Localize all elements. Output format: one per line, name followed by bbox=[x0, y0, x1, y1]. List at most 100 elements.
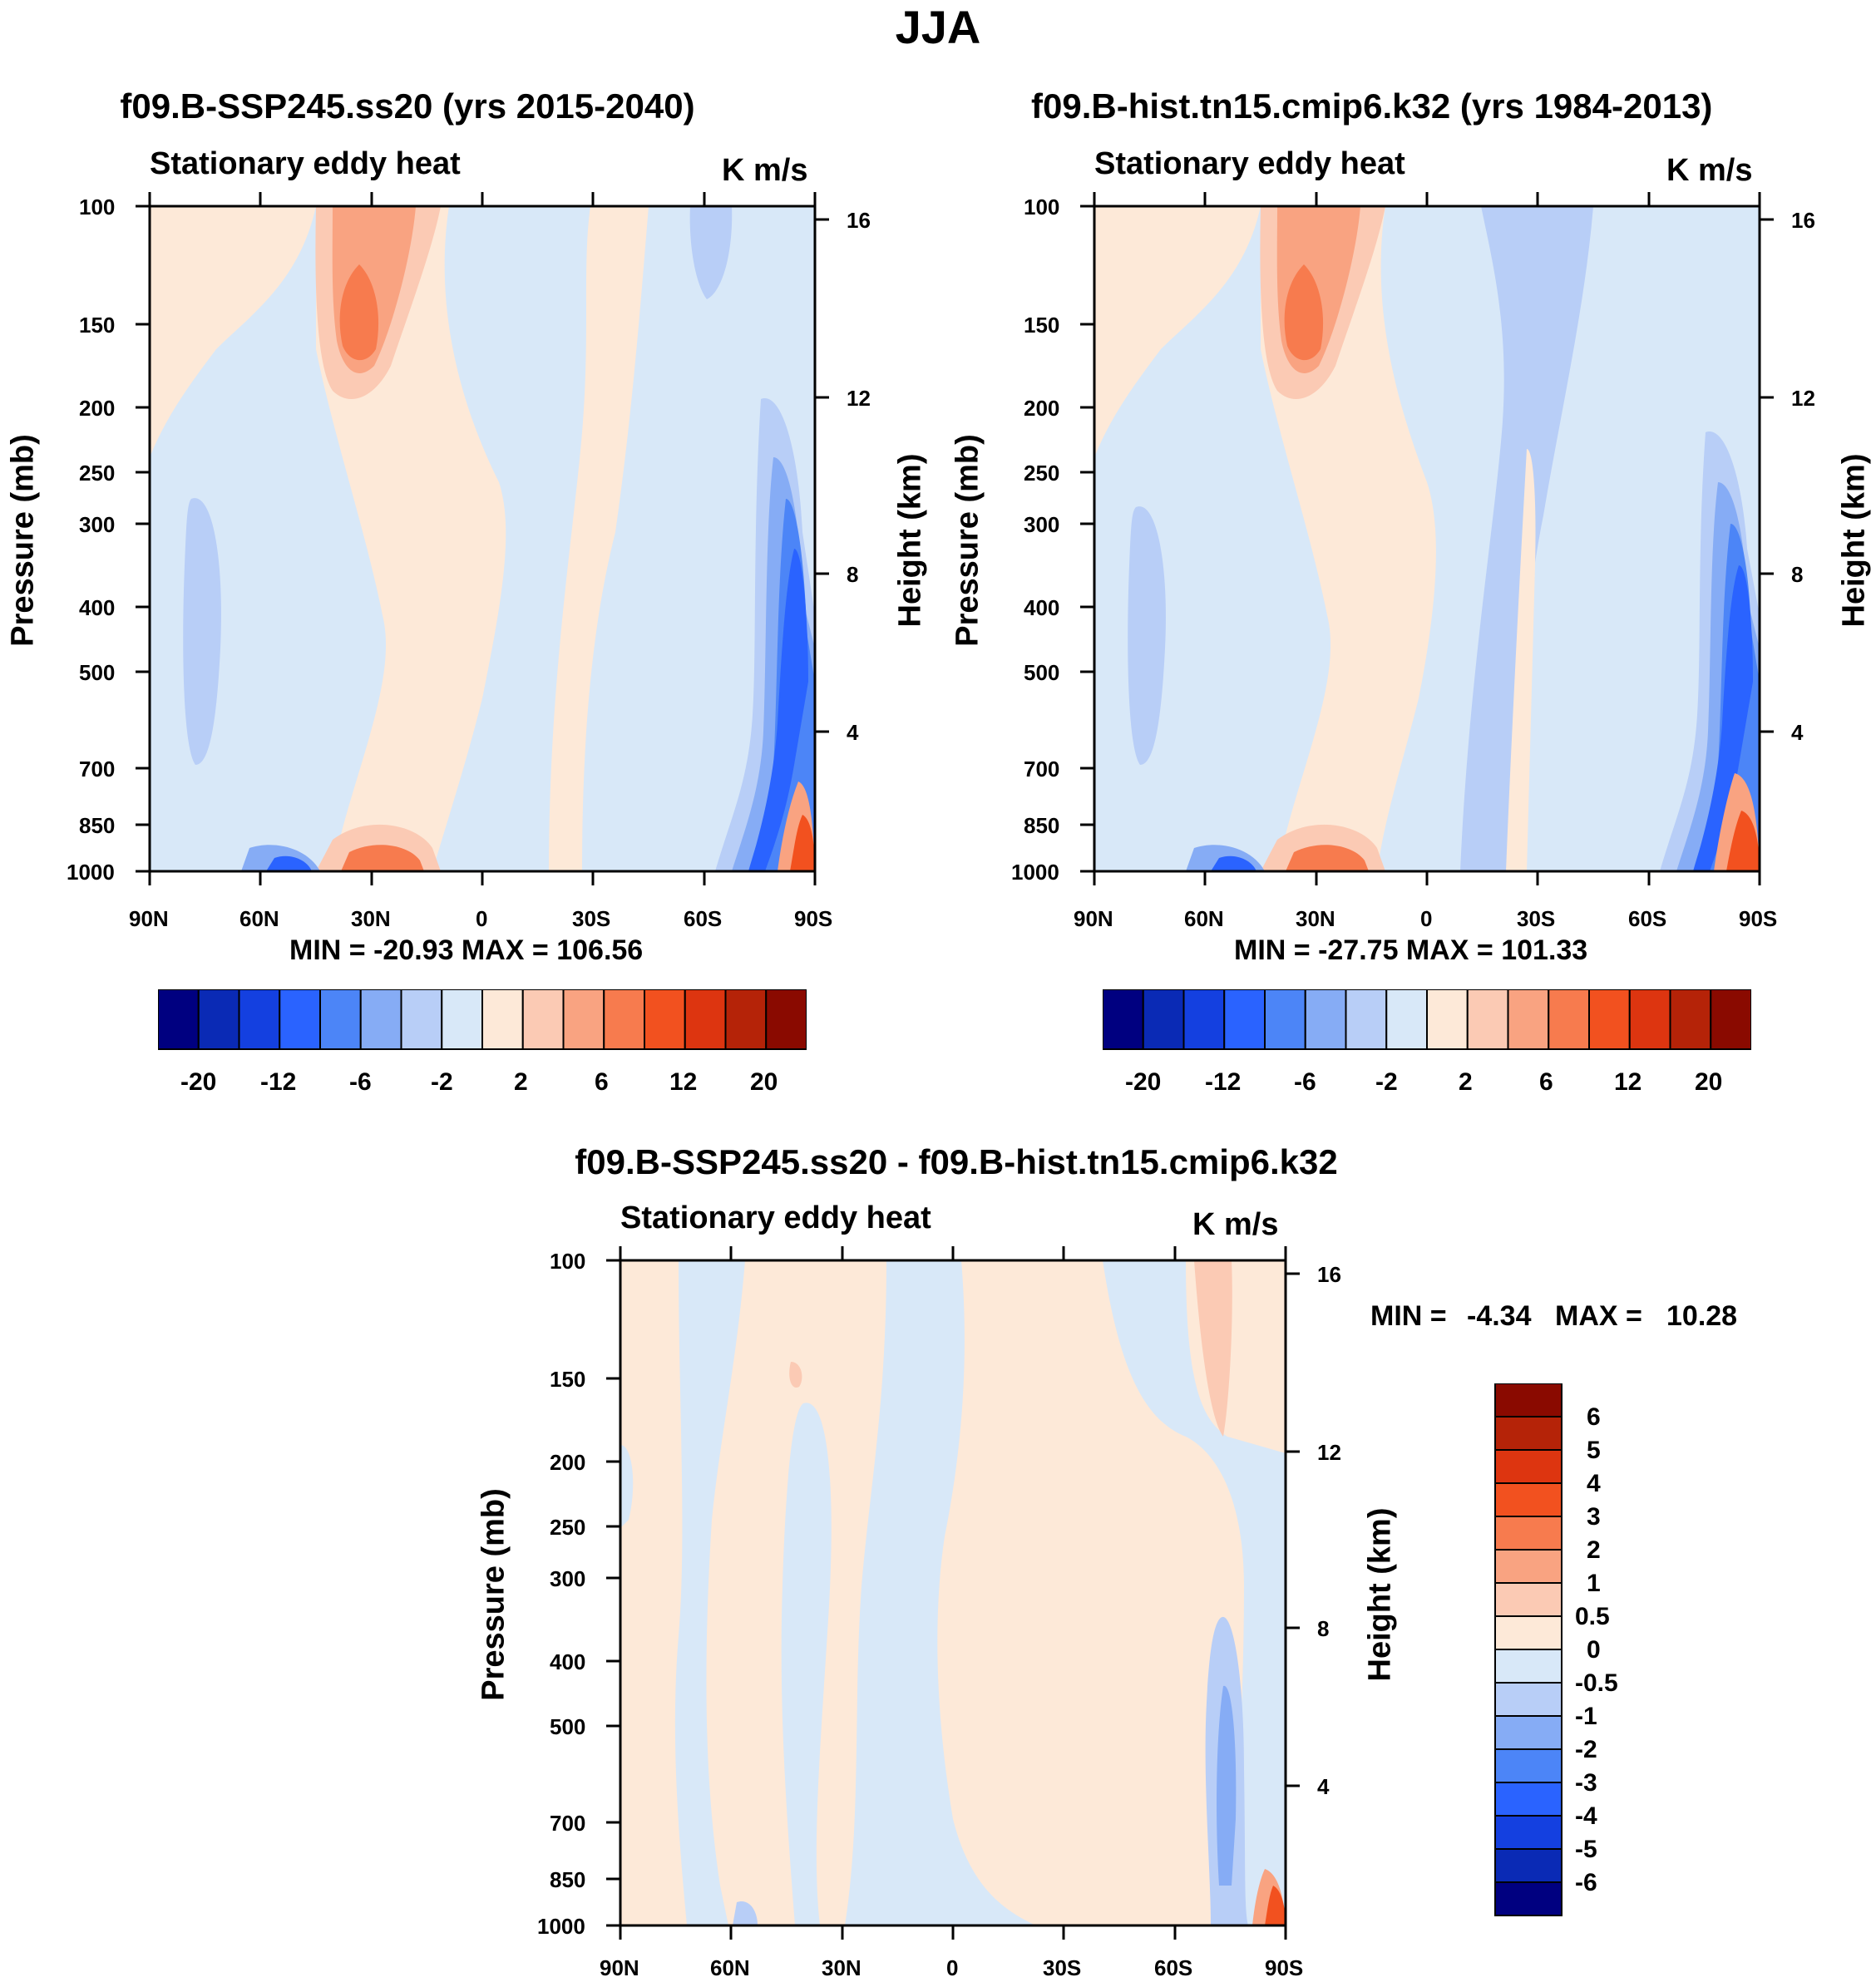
colorbar-box bbox=[1426, 989, 1469, 1050]
panel1-contour-field bbox=[150, 206, 815, 871]
panel1-xtick-30n: 30N bbox=[351, 906, 391, 931]
panel3-yrtick-8: 8 bbox=[1317, 1616, 1330, 1641]
panel1-axis-ticks bbox=[136, 192, 829, 885]
panel1-chart bbox=[136, 192, 829, 885]
panel1-polar-positive-surface-core bbox=[790, 815, 815, 871]
panel3-cbar-label: -1 bbox=[1575, 1703, 1597, 1730]
colorbar-box bbox=[1494, 1782, 1563, 1817]
panel3-nh-negative-band bbox=[674, 1260, 745, 1925]
panel3-ylabel-right: Height (km) bbox=[1362, 1507, 1398, 1682]
colorbar-box bbox=[197, 989, 240, 1050]
panel2-surface-negative-2 bbox=[1211, 855, 1256, 871]
colorbar-box bbox=[521, 989, 565, 1050]
panel1-sh-upper-negative bbox=[689, 206, 733, 299]
panel3-sh-negative bbox=[1103, 1260, 1286, 1925]
panel2-nh-negative-blob bbox=[1128, 506, 1166, 765]
panel1-nh-negative-blob bbox=[183, 498, 221, 765]
colorbar-box bbox=[1494, 1582, 1563, 1617]
colorbar-box bbox=[1385, 989, 1428, 1050]
panel3-xtick-90n: 90N bbox=[600, 1955, 639, 1980]
panel2-contour-field bbox=[1094, 206, 1760, 871]
panel3-cbar-label: 4 bbox=[1587, 1470, 1601, 1497]
panel1-ytick-100: 100 bbox=[79, 195, 116, 219]
panel3-cbar-label: 0.5 bbox=[1575, 1603, 1610, 1630]
panel1-yrtick-8: 8 bbox=[847, 562, 859, 587]
colorbar-box bbox=[1494, 1449, 1563, 1484]
panel1-xtick-90n: 90N bbox=[129, 906, 169, 931]
panel3-cbar-label: 3 bbox=[1587, 1503, 1601, 1531]
colorbar-box bbox=[238, 989, 281, 1050]
panel2-cbar-label: -20 bbox=[1125, 1068, 1162, 1096]
colorbar-box bbox=[562, 989, 605, 1050]
panel1-surface-negative-2 bbox=[266, 855, 312, 871]
panel3-tropical-negative bbox=[845, 1260, 1036, 1925]
panel3-xtick-90s: 90S bbox=[1265, 1955, 1304, 1980]
colorbar-box bbox=[1494, 1482, 1563, 1517]
panel1-right-string: K m/s bbox=[722, 153, 808, 188]
panel3-ytick-500: 500 bbox=[550, 1714, 586, 1739]
panel1-cbar-label: 12 bbox=[669, 1068, 698, 1096]
panel3-min-value: -4.34 bbox=[1467, 1300, 1532, 1332]
panel1-ylabel-right: Height (km) bbox=[892, 453, 928, 628]
colorbar-box bbox=[1494, 1848, 1563, 1883]
panel3-ytick-400: 400 bbox=[550, 1649, 586, 1674]
colorbar-box bbox=[1304, 989, 1347, 1050]
panel3-cbar-label: -6 bbox=[1575, 1869, 1597, 1896]
panel3-min-label: MIN = bbox=[1370, 1300, 1447, 1332]
colorbar-box bbox=[1507, 989, 1550, 1050]
panel1-jet-core bbox=[339, 264, 379, 361]
panel2-cbar-label: 6 bbox=[1539, 1068, 1553, 1096]
panel2-ytick-1000: 1000 bbox=[1011, 860, 1059, 885]
panel1-yrtick-16: 16 bbox=[847, 208, 871, 233]
panel1-yrtick-4: 4 bbox=[847, 720, 859, 745]
panel1-title: f09.B-SSP245.ss20 (yrs 2015-2040) bbox=[120, 86, 695, 126]
panel2-xtick-60s: 60S bbox=[1628, 906, 1667, 931]
colorbar-box bbox=[1494, 1682, 1563, 1717]
panel1-cbar-label: 20 bbox=[750, 1068, 778, 1096]
colorbar-box bbox=[1669, 989, 1712, 1050]
colorbar-box bbox=[400, 989, 443, 1050]
colorbar-box bbox=[1494, 1649, 1563, 1684]
colorbar-box bbox=[1142, 989, 1185, 1050]
panel2-ytick-300: 300 bbox=[1024, 512, 1060, 537]
panel3-ytick-1000: 1000 bbox=[537, 1914, 585, 1939]
panel3-cbar-label: 6 bbox=[1587, 1403, 1601, 1431]
panel2-cbar-label: 2 bbox=[1459, 1068, 1473, 1096]
colorbar-box bbox=[441, 989, 483, 1050]
panel2-surface-positive-2 bbox=[1286, 845, 1369, 871]
colorbar-box bbox=[158, 989, 200, 1050]
panel1-cbar-label: -6 bbox=[349, 1068, 372, 1096]
panel1-cbar-label: -12 bbox=[260, 1068, 297, 1096]
colorbar-box bbox=[724, 989, 768, 1050]
panel3-right-string: K m/s bbox=[1192, 1207, 1279, 1242]
panel1-xtick-60s: 60S bbox=[684, 906, 723, 931]
panel1-xtick-30s: 30S bbox=[572, 906, 611, 931]
panel3-small-positive bbox=[789, 1362, 802, 1388]
panel2-polar-positive-surface-core bbox=[1726, 811, 1760, 871]
panel3-yrtick-16: 16 bbox=[1317, 1262, 1341, 1287]
panel3-ytick-250: 250 bbox=[550, 1515, 586, 1540]
panel3-colorbar bbox=[1494, 1383, 1563, 1916]
panel1-colorbar bbox=[158, 989, 807, 1050]
colorbar-box bbox=[1494, 1881, 1563, 1916]
panel2-left-string: Stationary eddy heat bbox=[1094, 146, 1405, 181]
colorbar-box bbox=[1548, 989, 1590, 1050]
colorbar-box bbox=[1345, 989, 1388, 1050]
panel3-chart bbox=[606, 1246, 1300, 1940]
colorbar-box bbox=[1494, 1416, 1563, 1451]
colorbar-box bbox=[279, 989, 321, 1050]
panel2-chart bbox=[1080, 192, 1774, 885]
panel1-cbar-label: -2 bbox=[431, 1068, 453, 1096]
panel2-cbar-label: 20 bbox=[1695, 1068, 1723, 1096]
panel1-cbar-label: -20 bbox=[180, 1068, 217, 1096]
panel2-right-string: K m/s bbox=[1666, 153, 1753, 188]
colorbar-box bbox=[765, 989, 807, 1050]
panel1-ytick-500: 500 bbox=[79, 660, 116, 685]
panel3-title: f09.B-SSP245.ss20 - f09.B-hist.tn15.cmip… bbox=[575, 1142, 1338, 1181]
colorbar-box bbox=[1588, 989, 1631, 1050]
panel2-ytick-400: 400 bbox=[1024, 595, 1060, 620]
panel3-cbar-label: -5 bbox=[1575, 1836, 1597, 1863]
colorbar-box bbox=[684, 989, 727, 1050]
panel2-polar-negative-4 bbox=[1693, 565, 1753, 871]
panel3-ytick-700: 700 bbox=[550, 1811, 586, 1836]
